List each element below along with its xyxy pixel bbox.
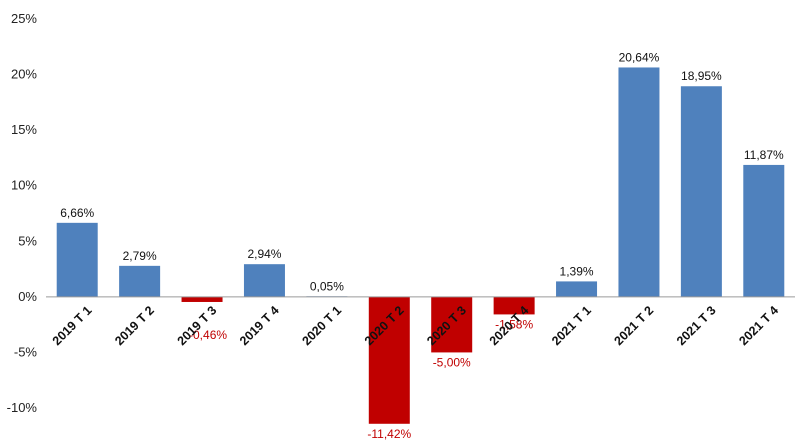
bar [368, 296, 410, 424]
data-label: 2,79% [123, 249, 157, 263]
bar [618, 67, 660, 297]
bar [431, 296, 473, 353]
x-category-label: 2021 T 2 [612, 303, 657, 348]
x-category-label: 2019 T 4 [237, 303, 282, 348]
y-tick-label: -10% [7, 400, 38, 415]
data-label: -1,58% [495, 317, 533, 331]
y-tick-label: 20% [11, 67, 37, 82]
data-label: -0,46% [189, 328, 227, 342]
x-category-label: 2021 T 3 [674, 303, 719, 348]
data-label: 20,64% [619, 50, 660, 64]
data-label: 18,95% [681, 69, 722, 83]
y-tick-label: 5% [18, 233, 37, 248]
data-label: 0,05% [310, 279, 344, 293]
data-label: 1,39% [560, 264, 594, 278]
x-category-label: 2019 T 2 [112, 303, 157, 348]
y-tick-label: 10% [11, 178, 37, 193]
bars [56, 67, 785, 424]
x-category-label: 2019 T 1 [50, 303, 95, 348]
y-tick-label: -5% [14, 344, 38, 359]
data-label: 6,66% [60, 206, 94, 220]
data-label: 11,87% [744, 148, 784, 162]
y-tick-label: 25% [11, 11, 37, 26]
bar [680, 86, 722, 297]
bar [493, 296, 535, 315]
bar [556, 281, 598, 297]
data-label: 2,94% [247, 247, 281, 261]
bar [243, 264, 285, 297]
data-labels: 6,66% 2,79% -0,46% 2,94% 0,05% -11,42% -5,00% -… [60, 50, 784, 440]
x-category-label: 2020 T 1 [299, 303, 344, 348]
bar [119, 265, 161, 297]
data-label: -5,00% [433, 355, 471, 369]
bar [56, 222, 98, 297]
x-category-label: 2021 T 1 [549, 303, 594, 348]
y-tick-label: 15% [11, 122, 37, 137]
y-axis: -10% -5% 0% 5% 10% 15% 20% 25% [7, 11, 38, 415]
category-labels: 2019 T 1 2019 T 2 2019 T 3 2019 T 4 2020 T 1… [50, 303, 781, 348]
bar [743, 164, 785, 297]
y-tick-label: 0% [18, 289, 37, 304]
x-category-label: 2021 T 4 [736, 303, 781, 348]
bar [181, 296, 223, 302]
data-label: -11,42% [367, 427, 411, 441]
